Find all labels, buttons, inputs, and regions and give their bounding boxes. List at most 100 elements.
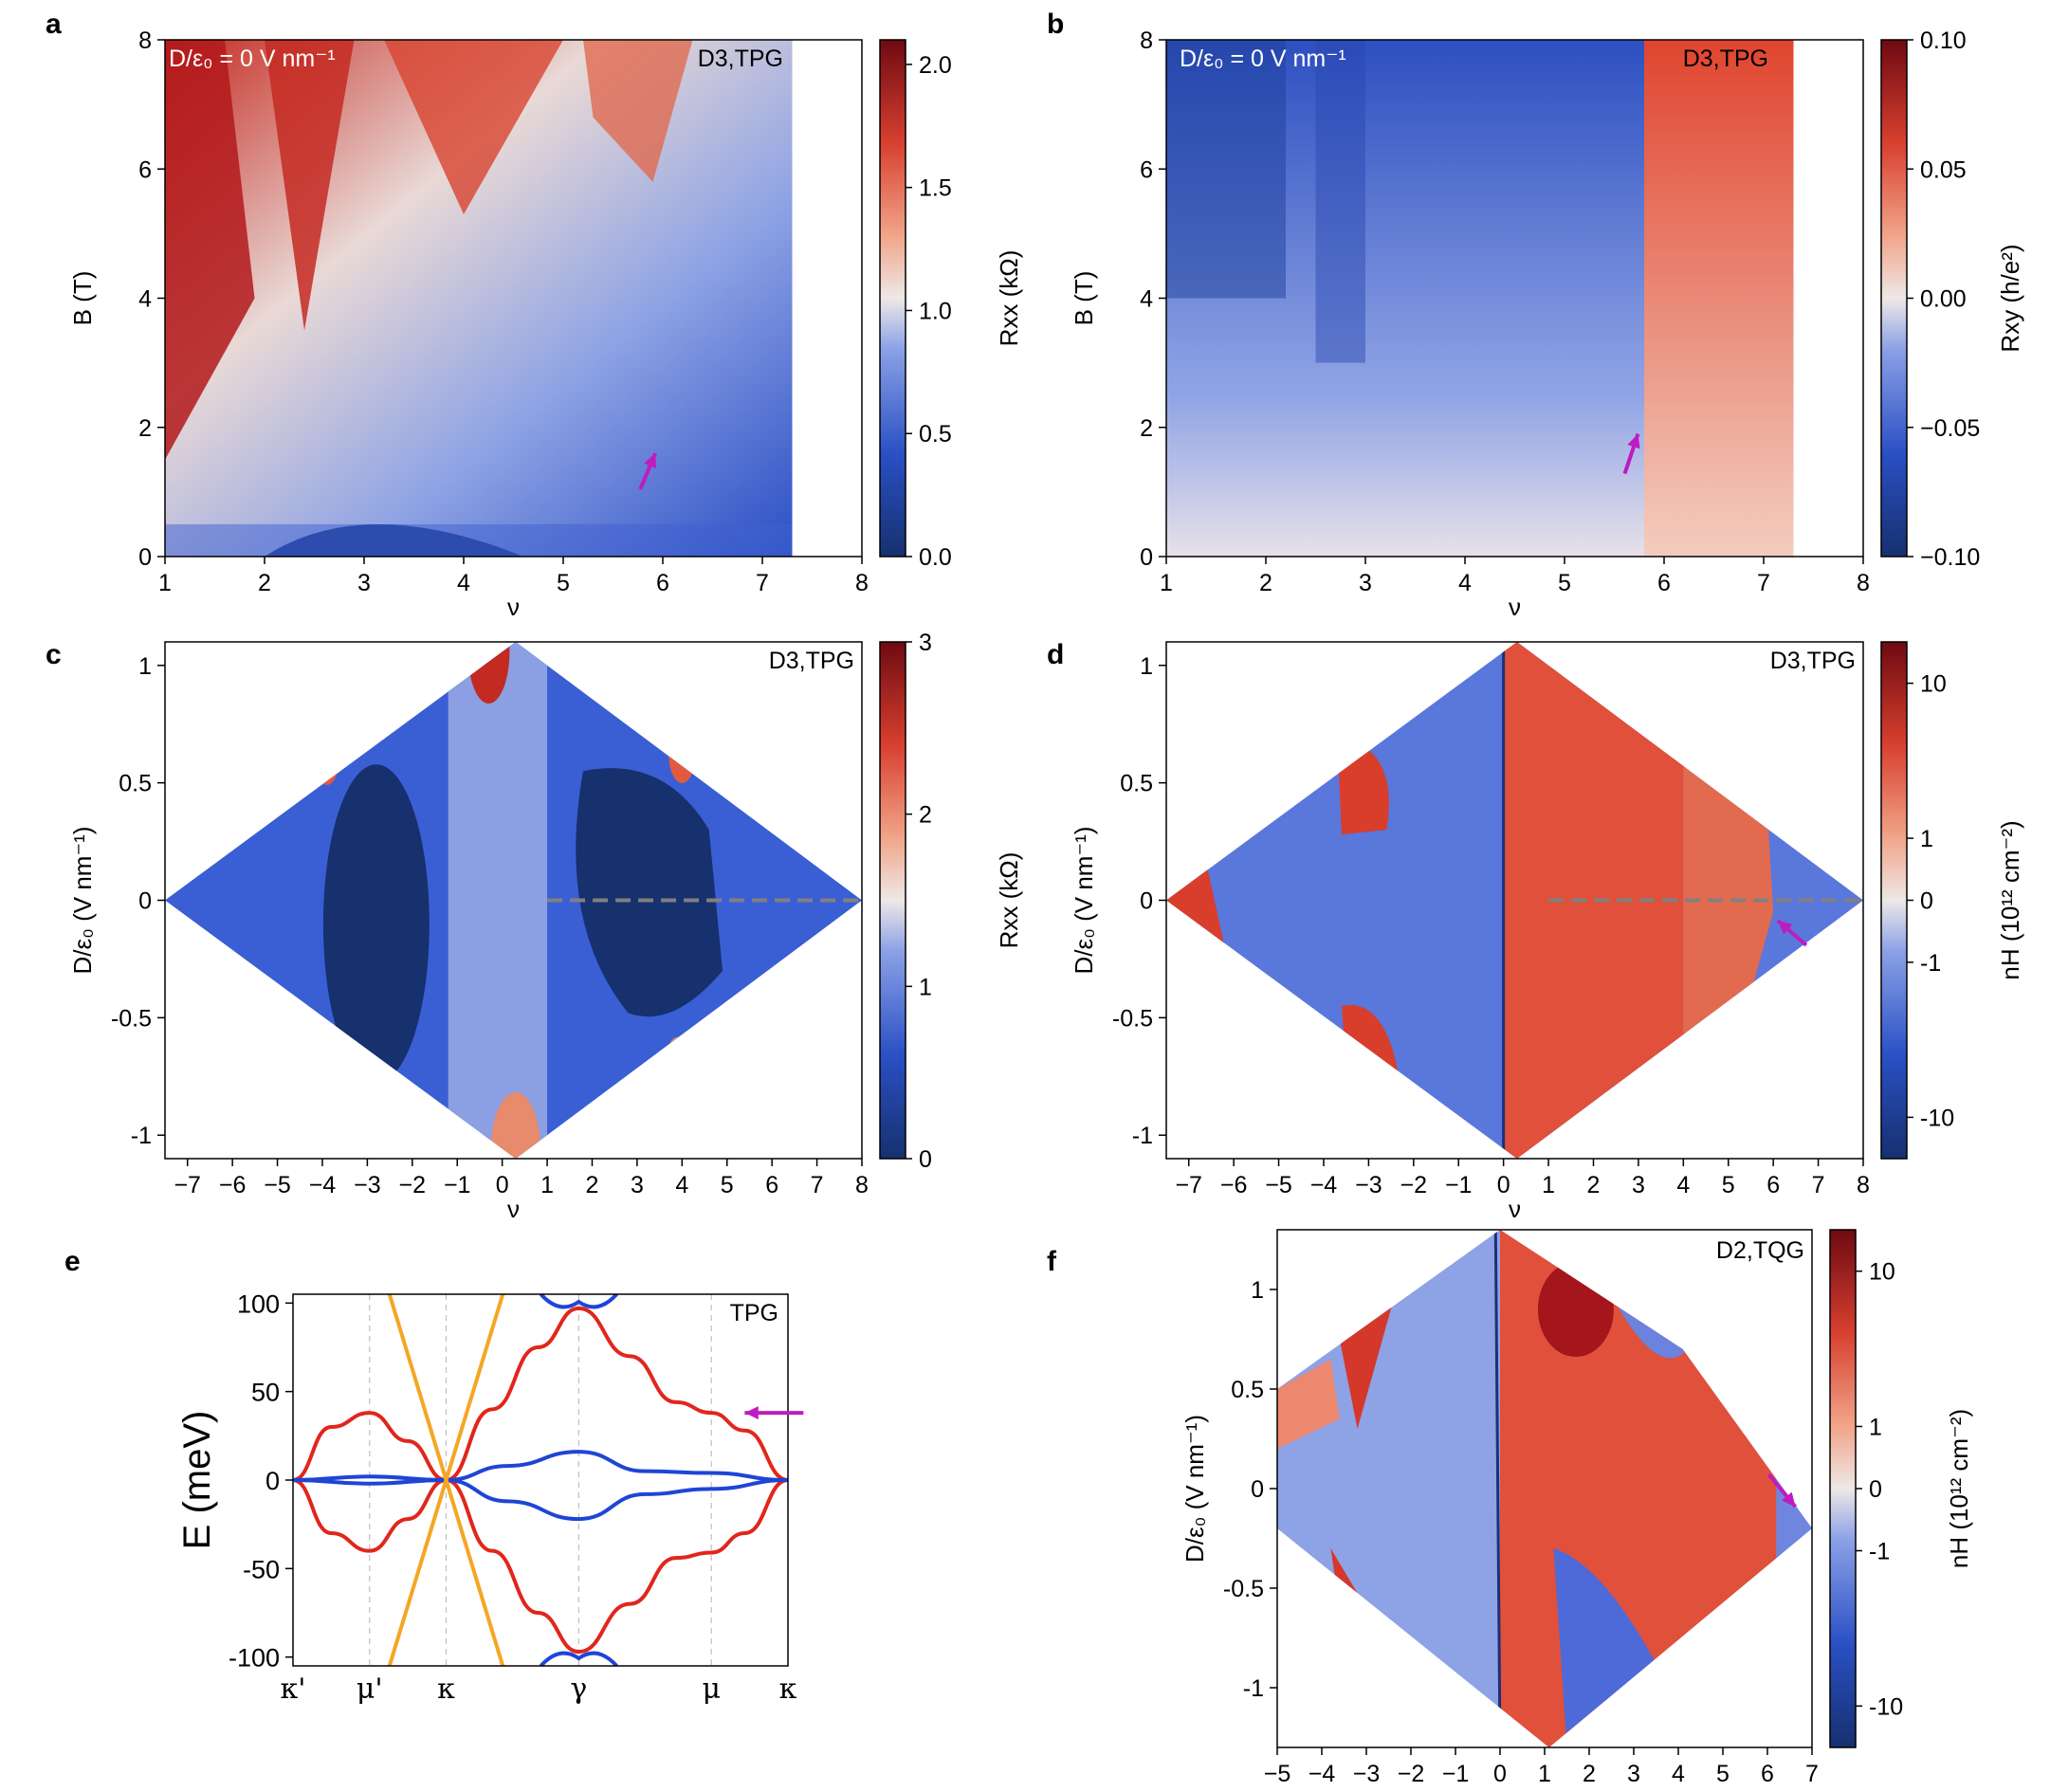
panel-b-cb-label: Rxy (h/e²): [1996, 244, 2024, 352]
panel-f-cb-tick-label: 10: [1869, 1259, 1895, 1286]
panel-e-kpoint-label: μ: [702, 1673, 721, 1706]
panel-c-feature: [467, 642, 510, 704]
panel-e-band-red-upper: [293, 1306, 788, 1483]
panel-d-ytick-label: 0: [1140, 888, 1153, 915]
panel-f-colorbar: [1829, 1229, 1857, 1748]
panel-c-xtick-label: 0: [496, 1172, 509, 1198]
panel-a-axes-frame: [164, 39, 863, 558]
panel-e-band-blue-lower: [293, 1477, 788, 1522]
panel-d-xtick-label: 3: [1632, 1172, 1645, 1198]
panel-d-xlabel: ν: [1509, 1195, 1521, 1223]
panel-b-ytick-label: 6: [1140, 156, 1153, 183]
panel-e-ylabel: E (meV): [176, 1411, 218, 1550]
panel-e-kpoint-label: κ': [281, 1673, 306, 1706]
panel-b: D/ε₀ = 0 V nm⁻¹ D3,TPG 1 2 3 4 5 6 7 8 0 2 4 6 8 ν B (T)…: [1070, 27, 2024, 621]
panel-label-f: f: [1047, 1246, 1057, 1277]
panel-f-tag: D2,TQG: [1716, 1237, 1804, 1264]
panel-a-arrow: [638, 452, 658, 490]
panel-f-cb-tick-label: 0: [1869, 1476, 1882, 1503]
panel-d-colorbar: [1880, 641, 1908, 1160]
panel-f-xtick-label: 7: [1805, 1761, 1819, 1787]
panel-f-xtick-label: −4: [1309, 1761, 1336, 1787]
panel-c-xtick-label: 8: [855, 1172, 869, 1198]
panel-c-ytick-label: -0.5: [111, 1005, 152, 1032]
panel-a-ytick-label: 0: [138, 544, 152, 571]
panel-c-cb-tick-label: 0: [919, 1146, 932, 1173]
panel-c-xtick-label: −5: [264, 1172, 291, 1198]
panel-a-feature: [583, 40, 693, 182]
panel-c-feature: [490, 1092, 540, 1159]
panel-e-ytick-label: 0: [265, 1467, 280, 1495]
panel-b-feature: [1166, 40, 1286, 299]
panel-b-arrow: [1622, 432, 1640, 475]
panel-a-ytick-label: 2: [138, 415, 152, 442]
panel-label-a: a: [46, 9, 62, 40]
panel-d-xtick-label: 7: [1812, 1172, 1825, 1198]
panel-d-cb-tick-label: -10: [1920, 1105, 1954, 1131]
panel-b-annotation: D/ε₀ = 0 V nm⁻¹: [1180, 46, 1346, 72]
panel-b-ytick-label: 2: [1140, 415, 1153, 442]
panel-a-xtick-label: 1: [158, 570, 172, 596]
panel-c-axes-frame: [164, 641, 863, 1160]
panel-b-ytick-label: 4: [1140, 286, 1153, 313]
panel-c-xtick-label: 4: [675, 1172, 688, 1198]
panel-c-feature: [313, 723, 340, 785]
panel-c-xtick-label: 7: [811, 1172, 824, 1198]
panel-a-ylabel: B (T): [68, 271, 97, 326]
panel-b-xtick-label: 8: [1857, 570, 1870, 596]
panel-d-tag: D3,TPG: [1770, 648, 1856, 674]
panel-d-arrow: [1776, 919, 1808, 947]
panel-e-kpoint-label: κ: [437, 1673, 455, 1706]
panel-e-bands: [293, 1294, 788, 1666]
panel-d-xtick-label: 5: [1722, 1172, 1735, 1198]
panel-label-e: e: [64, 1246, 81, 1277]
panel-f-heatmap: [1277, 1230, 1812, 1747]
panel-b-xtick-label: 7: [1757, 570, 1770, 596]
panel-f-ytick-label: 0: [1251, 1476, 1264, 1503]
panel-f: D2,TQG−5−4−3−2−101234567-1-0.500.51νD/ε₀…: [1181, 1229, 1973, 1792]
panel-d-xtick-label: −5: [1265, 1172, 1292, 1198]
panel-d-xtick-label: −6: [1220, 1172, 1248, 1198]
panel-f-ytick-label: 0.5: [1231, 1377, 1264, 1403]
panel-a-cb-label: Rxx (kΩ): [995, 250, 1023, 347]
panel-f-cb-tick-label: -1: [1869, 1539, 1890, 1565]
panel-a-ytick-label: 6: [138, 156, 152, 183]
panel-e-kpoint-label: γ: [570, 1673, 587, 1706]
panel-c-cb-tick-label: 2: [919, 802, 932, 829]
panel-c-xtick-label: −3: [354, 1172, 381, 1198]
panel-b-colorbar: [1880, 39, 1908, 558]
panel-c-feature: [664, 1036, 691, 1102]
panel-d-xtick-label: −4: [1310, 1172, 1338, 1198]
panel-f-xtick-label: −2: [1398, 1761, 1425, 1787]
panel-b-ytick-label: 8: [1140, 27, 1153, 54]
panel-c-cb-tick-label: 1: [919, 974, 932, 1000]
panel-b-xtick-label: 2: [1259, 570, 1272, 596]
panel-a-ytick-label: 4: [138, 286, 152, 313]
panel-d-xtick-label: −3: [1355, 1172, 1382, 1198]
panel-f-feature: [1537, 1262, 1614, 1357]
panel-d-ytick-label: 1: [1140, 653, 1153, 680]
panel-c-ylabel: D/ε₀ (V nm⁻¹): [68, 827, 97, 975]
panel-d: D3,TPG −7 −6 −5 −4 −3 −2 −1 0 1 2 3 4 5 6 7 8 -1 -0.5 0 0.5 1…: [1070, 641, 2024, 1223]
panel-f-xtick-label: 0: [1493, 1761, 1507, 1787]
panel-f-axes-frame: [1276, 1229, 1813, 1748]
panel-d-xtick-label: 1: [1542, 1172, 1555, 1198]
panel-c-feature: [322, 764, 430, 1084]
panel-d-cb-tick-label: 0: [1920, 888, 1933, 915]
panel-a-xlabel: ν: [507, 593, 520, 621]
panel-e-ytick-label: -100: [229, 1644, 280, 1673]
panel-c-ytick-label: -1: [131, 1123, 152, 1149]
panel-label-b: b: [1047, 9, 1064, 40]
panel-b-xtick-label: 5: [1558, 570, 1571, 596]
panel-f-ytick-label: 1: [1251, 1277, 1264, 1304]
panel-d-xtick-label: 4: [1676, 1172, 1690, 1198]
panel-e-tag: TPG: [730, 1300, 778, 1326]
panel-d-ylabel: D/ε₀ (V nm⁻¹): [1070, 827, 1098, 975]
panel-d-ytick-label: 0.5: [1120, 771, 1153, 797]
panel-c-cb-tick-label: 3: [919, 630, 932, 656]
panel-f-xlabel: ν: [1539, 1783, 1551, 1792]
panel-f-cb-tick-label: 1: [1869, 1414, 1882, 1440]
panel-f-feature: [1277, 1359, 1340, 1449]
panel-c-feature: [668, 725, 696, 783]
panel-c-xtick-label: 3: [631, 1172, 644, 1198]
